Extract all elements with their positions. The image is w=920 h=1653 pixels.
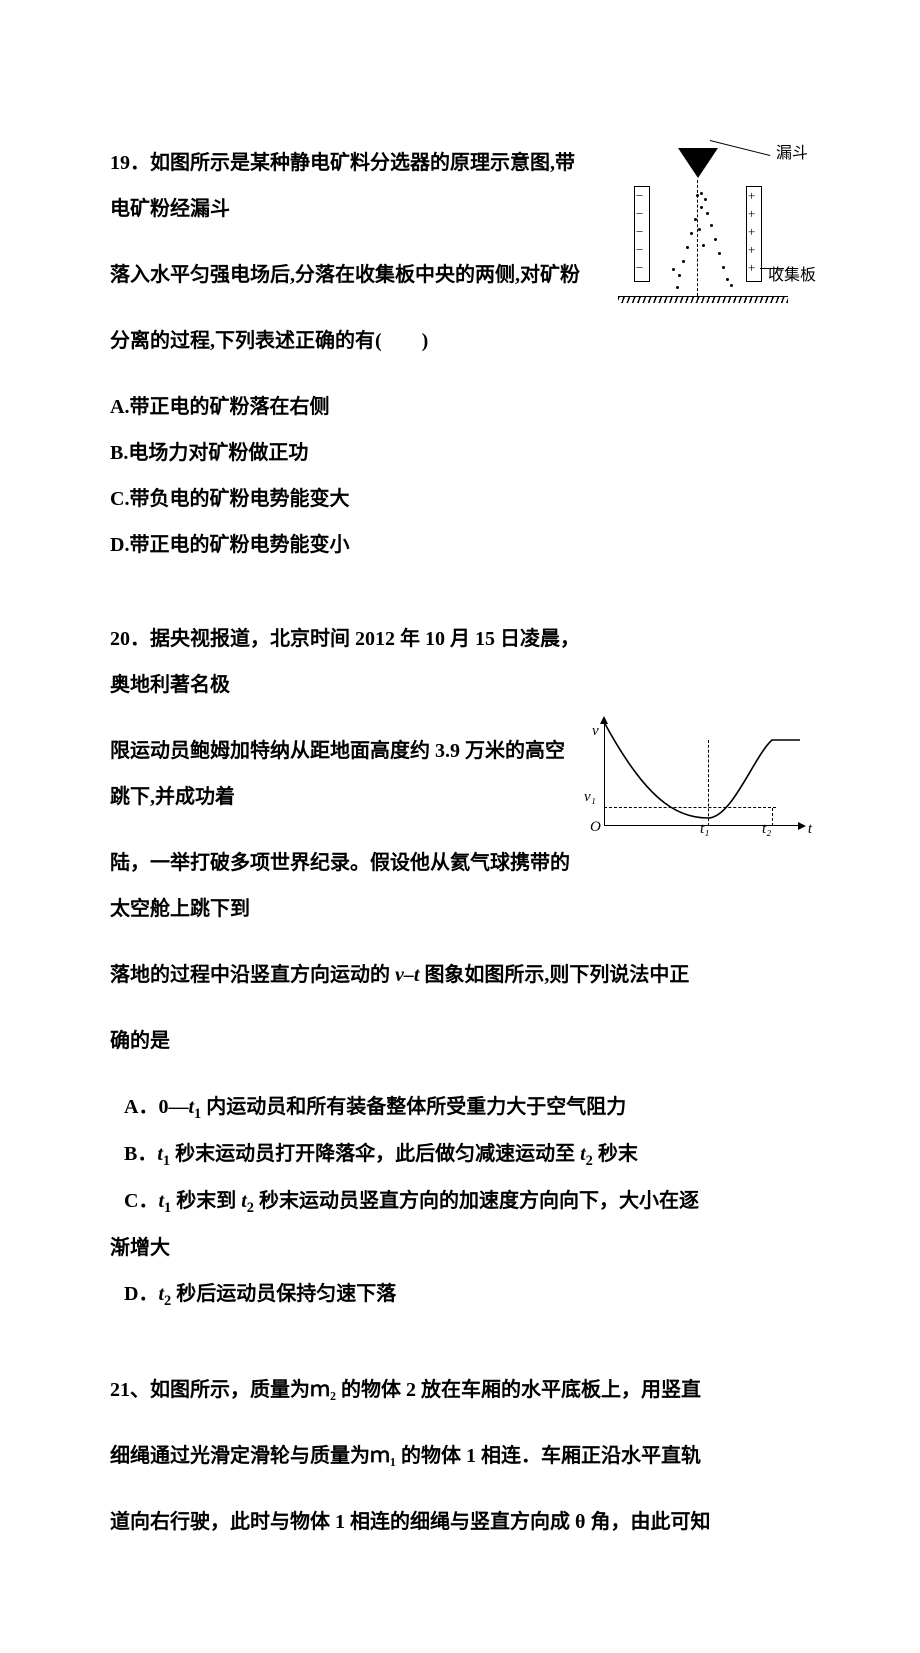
dot [718, 252, 721, 255]
q20-stem: 陆，一举打破多项世界纪录。假设他从氦气球携带的太空舱上跳下到 [110, 840, 810, 932]
text: 内运动员和所有装备整体所受重力大于空气阻力 [201, 1096, 626, 1118]
text: 落地的过程中沿竖直方向运动的 [110, 964, 395, 986]
plus-icon: + [748, 226, 755, 238]
text: 图象如图所示,则下列说法中正 [419, 964, 689, 986]
text: 据央视报道，北京时间 2012 年 10 月 15 日凌晨，奥地利著名极 [110, 628, 580, 696]
text: A．0— [124, 1096, 188, 1118]
minus-icon: − [636, 262, 643, 274]
q19-option-a: A.带正电的矿粉落在右侧 [110, 384, 810, 430]
minus-icon: − [636, 190, 643, 202]
dot [690, 232, 693, 235]
dot [686, 246, 689, 249]
curve [604, 722, 800, 826]
minus-icon: − [636, 226, 643, 238]
fig-line [760, 268, 784, 269]
q20-option-c: C．t1 秒末到 t2 秒末运动员竖直方向的加速度方向向下，大小在逐 [110, 1178, 810, 1225]
dot [704, 198, 707, 201]
q20-option-c-cont: 渐增大 [110, 1225, 810, 1271]
fig-label-plate: 收集板 [768, 258, 816, 295]
q19-option-b: B.电场力对矿粉做正功 [110, 430, 810, 476]
text: C． [124, 1190, 158, 1212]
plus-icon: + [748, 262, 755, 274]
dot [714, 238, 717, 241]
q19-option-d: D.带正电的矿粉电势能变小 [110, 522, 810, 568]
text: 秒末运动员竖直方向的加速度方向向下，大小在逐 [254, 1190, 699, 1212]
dot [702, 244, 705, 247]
text: 如图所示是某种静电矿料分选器的原理示意图,带电矿粉经漏斗 [110, 152, 575, 220]
vt-symbol: v–t [395, 964, 419, 986]
axis-label-t2: t₂ [762, 812, 771, 847]
plus-icon: + [748, 208, 755, 220]
q20-option-a: A．0—t1 内运动员和所有装备整体所受重力大于空气阻力 [110, 1084, 810, 1131]
q20-option-b: B．t1 秒末运动员打开降落伞，此后做匀减速运动至 t2 秒末 [110, 1131, 810, 1178]
q20-figure: v v₁ O t₁ t₂ t [590, 712, 810, 842]
sub-2: 2 [247, 1200, 254, 1216]
text: 秒末 [593, 1143, 638, 1165]
text: 秒后运动员保持匀速下落 [171, 1283, 396, 1305]
funnel-icon [678, 148, 718, 178]
dot [682, 260, 685, 263]
dot [730, 284, 733, 287]
dot [700, 206, 703, 209]
plus-icon: + [748, 244, 755, 256]
question-20: v v₁ O t₁ t₂ t 20．据央视报道，北京时间 2012 年 10 月… [110, 616, 810, 1319]
sub-2: 2 [586, 1153, 593, 1169]
dot [726, 278, 729, 281]
q-number: 19． [110, 152, 150, 174]
q-number: 20． [110, 628, 150, 650]
ground-hatch [618, 296, 788, 303]
minus-icon: − [636, 208, 643, 220]
q19-stem: 分离的过程,下列表述正确的有( ) [110, 318, 810, 364]
question-19: 漏斗 收集板 −−−−−+++++ 19．如图所示是某种静电矿料分选器的原理示意… [110, 140, 810, 568]
text: D． [124, 1283, 158, 1305]
dot [694, 218, 697, 221]
q20-option-d: D．t2 秒后运动员保持匀速下落 [110, 1271, 810, 1318]
dot [696, 194, 699, 197]
text: B． [124, 1143, 157, 1165]
dot [676, 286, 679, 289]
axis-label-O: O [590, 810, 601, 845]
q21-stem: 道向右行驶，此时与物体 1 相连的细绳与竖直方向成 θ 角，由此可知 [110, 1499, 810, 1545]
q21-stem: 21、如图所示，质量为ｍ₂ 的物体 2 放在车厢的水平底板上，用竖直 [110, 1367, 810, 1413]
axis-label-v: v [592, 714, 599, 749]
axis-label-t: t [808, 812, 812, 847]
text: 如图所示，质量为ｍ₂ 的物体 2 放在车厢的水平底板上，用竖直 [150, 1379, 701, 1401]
dot [706, 212, 709, 215]
q20-stem: 20．据央视报道，北京时间 2012 年 10 月 15 日凌晨，奥地利著名极 [110, 616, 810, 708]
q19-option-c: C.带负电的矿粉电势能变大 [110, 476, 810, 522]
fig-line [710, 140, 770, 156]
dot [700, 192, 703, 195]
plus-icon: + [748, 190, 755, 202]
text: 秒末运动员打开降落伞，此后做匀减速运动至 [170, 1143, 580, 1165]
dot [698, 228, 701, 231]
dot [710, 224, 713, 227]
q20-stem: 确的是 [110, 1018, 810, 1064]
q-number: 21、 [110, 1379, 150, 1401]
dot [722, 266, 725, 269]
q20-stem: 落地的过程中沿竖直方向运动的 v–t 图象如图所示,则下列说法中正 [110, 952, 810, 998]
axis-label-t1: t₁ [700, 812, 709, 847]
page: 漏斗 收集板 − − − − − + + + + + 19．如图所示是某种静电矿料分选器的原理示意… [0, 0, 920, 1653]
fig-dots [660, 188, 740, 296]
question-21: 21、如图所示，质量为ｍ₂ 的物体 2 放在车厢的水平底板上，用竖直 细绳通过光… [110, 1367, 810, 1545]
dot [678, 274, 681, 277]
dot [672, 268, 675, 271]
q19-figure: 漏斗 收集板 −−−−−+++++ [600, 140, 810, 320]
minus-icon: − [636, 244, 643, 256]
q21-stem: 细绳通过光滑定滑轮与质量为ｍ₁ 的物体 1 相连．车厢正沿水平直轨 [110, 1433, 810, 1479]
fig-label-funnel: 漏斗 [776, 136, 808, 173]
text: 秒末到 [171, 1190, 241, 1212]
